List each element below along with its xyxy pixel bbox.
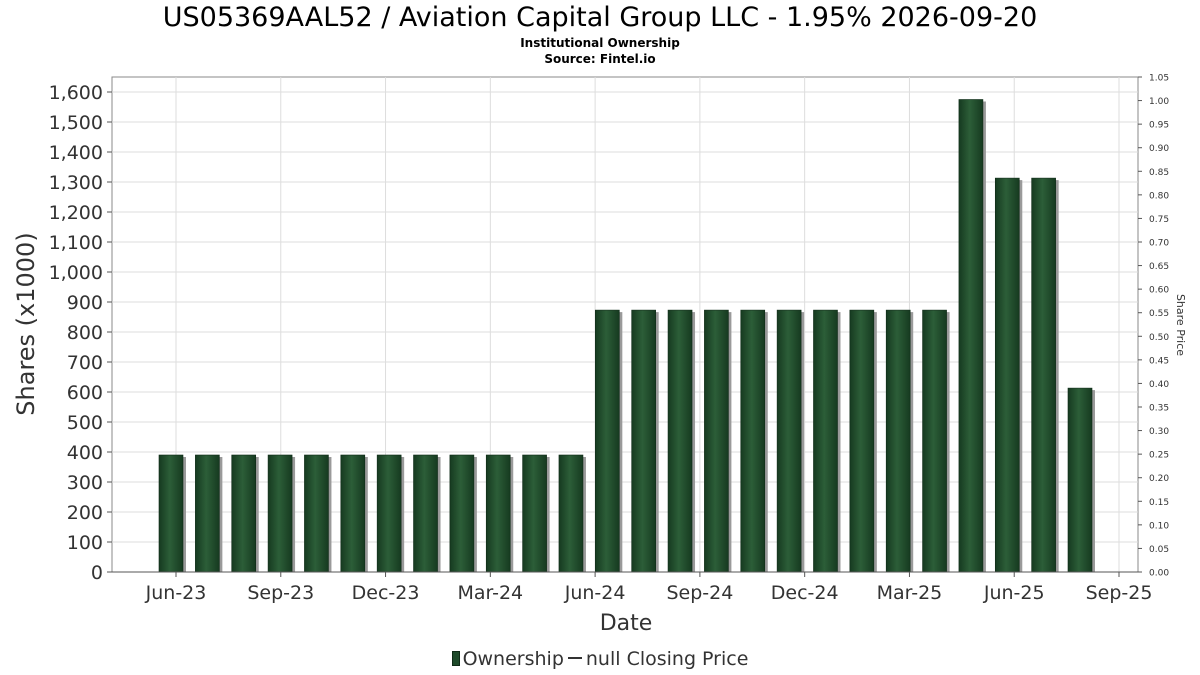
ownership-bar: [558, 454, 584, 573]
ownership-bar: [340, 454, 366, 573]
x-axis-label: Date: [600, 611, 653, 636]
ownership-chart: 0 100 200 300 400 500 600 700 800 900 1,000 1,100 1,…: [12, 74, 1187, 637]
y2-tick-label: 0.40: [1149, 380, 1169, 390]
y2-tick-label: 0.00: [1149, 569, 1169, 579]
x-tick-label: Dec-24: [771, 582, 839, 604]
ownership-bar: [304, 454, 329, 573]
x-tick-label: Sep-24: [666, 582, 733, 604]
y2-tick-label: 0.70: [1149, 239, 1169, 249]
y2-tick-label: 0.50: [1149, 333, 1169, 343]
ownership-bar: [449, 454, 475, 573]
y2-tick-label: 1.00: [1149, 97, 1169, 107]
y2-tick-label: 0.90: [1149, 144, 1169, 154]
y-tick-label: 500: [67, 412, 103, 434]
x-tick-label: Dec-23: [352, 582, 420, 604]
x-tick-label: Mar-25: [877, 582, 943, 604]
ownership-bar: [1067, 387, 1093, 573]
ownership-bar: [922, 309, 947, 573]
y-tick-label: 400: [67, 442, 103, 464]
y2-tick-label: 0.30: [1149, 427, 1169, 437]
x-tick-label: Jun-25: [983, 582, 1045, 604]
y-tick-label: 1,000: [49, 262, 103, 284]
chart-subtitle: Institutional Ownership: [520, 36, 680, 50]
ownership-bar: [885, 309, 911, 573]
y-tick-label: 900: [67, 292, 103, 314]
ownership-bar: [631, 309, 656, 573]
chart-title: US05369AAL52 / Aviation Capital Group LL…: [162, 2, 1038, 33]
ownership-bar: [667, 309, 693, 573]
x-tick-label: Mar-24: [457, 582, 523, 604]
y2-tick-label: 0.15: [1149, 498, 1169, 508]
y2-tick-label: 0.85: [1149, 168, 1169, 178]
ownership-bar: [958, 99, 984, 573]
x-tick-label: Jun-23: [145, 582, 207, 604]
ownership-bar: [704, 309, 729, 573]
y-tick-label: 0: [91, 562, 103, 584]
legend-closing-label: null Closing Price: [585, 648, 749, 670]
x-tick-label: Sep-25: [1086, 582, 1153, 604]
legend-ownership-label: Ownership: [462, 648, 564, 670]
ownership-bar: [522, 454, 547, 573]
y-tick-label: 1,200: [49, 202, 103, 224]
y-tick-label: 800: [67, 322, 103, 344]
y-tick-label: 1,500: [49, 112, 103, 134]
y-tick-label: 600: [67, 382, 103, 404]
y2-tick-label: 0.20: [1149, 474, 1169, 484]
y-tick-label: 1,600: [49, 82, 103, 104]
ownership-bar: [158, 454, 184, 573]
ownership-bar: [849, 309, 875, 573]
y2-tick-label: 0.80: [1149, 191, 1169, 201]
y2-tick-label: 0.60: [1149, 286, 1169, 296]
y2-tick-label: 0.75: [1149, 215, 1169, 225]
y2-axis-label: Share Price: [1174, 294, 1187, 356]
ownership-bar: [195, 454, 220, 573]
chart-source: Source: Fintel.io: [544, 52, 656, 66]
y-tick-label: 1,100: [49, 232, 103, 254]
y2-tick-label: 0.35: [1149, 404, 1169, 414]
y2-tick-label: 0.05: [1149, 545, 1169, 555]
ownership-bar: [413, 454, 438, 573]
y-tick-label: 300: [67, 472, 103, 494]
y-tick-label: 1,300: [49, 172, 103, 194]
ownership-bar: [813, 309, 838, 573]
y2-tick-label: 0.95: [1149, 121, 1169, 131]
ownership-bar: [1031, 177, 1056, 573]
y-axis-label: Shares (x1000): [12, 232, 40, 415]
ownership-bar: [595, 309, 620, 573]
y2-tick-label: 0.10: [1149, 521, 1169, 531]
ownership-bar: [267, 454, 293, 573]
y-tick-label: 700: [67, 352, 103, 374]
y2-tick-label: 0.25: [1149, 451, 1169, 461]
y-tick-label: 200: [67, 502, 103, 524]
ownership-bar: [740, 309, 766, 573]
ownership-bar: [376, 454, 402, 573]
y2-tick-label: 1.05: [1149, 74, 1169, 84]
x-tick-label: Sep-23: [247, 582, 314, 604]
ownership-bar: [231, 454, 257, 573]
x-tick-label: Jun-24: [564, 582, 626, 604]
y2-tick-label: 0.55: [1149, 309, 1169, 319]
ownership-bar: [485, 454, 511, 573]
y-tick-label: 100: [67, 532, 103, 554]
ownership-bar: [776, 309, 802, 573]
y-tick-label: 1,400: [49, 142, 103, 164]
y2-tick-label: 0.45: [1149, 356, 1169, 366]
y2-tick-label: 0.65: [1149, 262, 1169, 272]
legend: Ownership null Closing Price: [0, 648, 1200, 670]
legend-closing-line: [567, 657, 582, 659]
legend-ownership-swatch: [451, 651, 460, 666]
ownership-bar: [994, 177, 1020, 573]
